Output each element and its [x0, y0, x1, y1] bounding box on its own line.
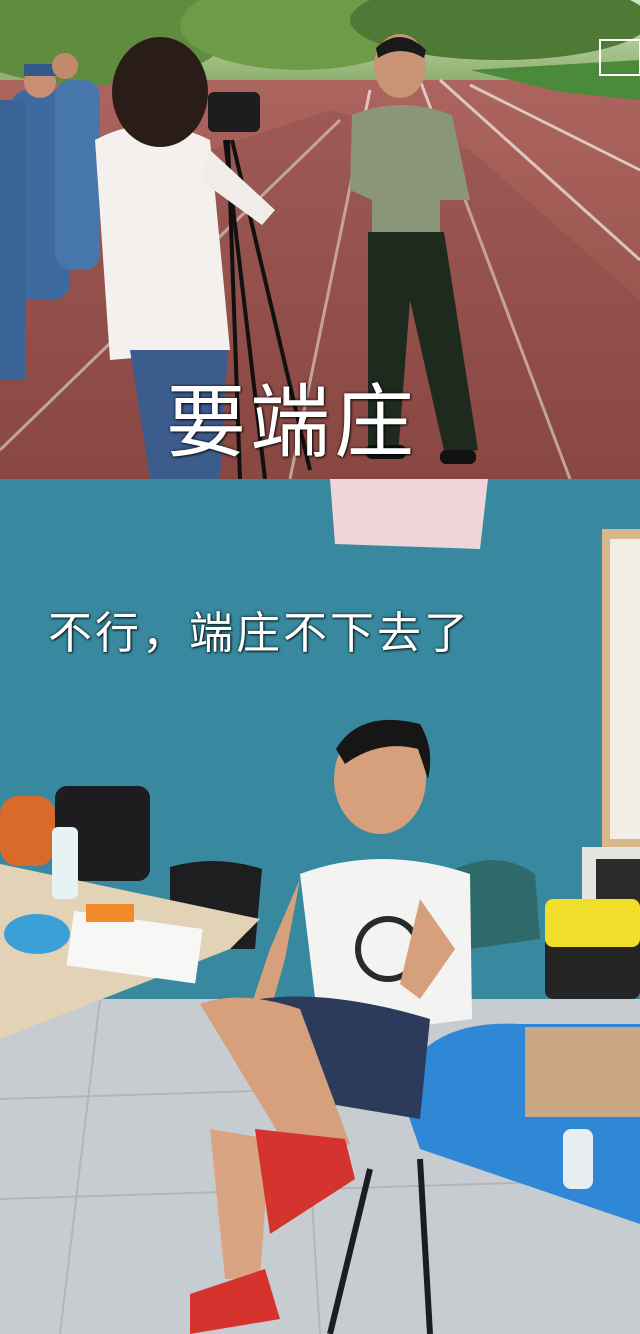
- seated-man-figure: [190, 719, 472, 1334]
- bottom-panel-photo: 不行，端庄不下去了: [0, 479, 640, 1334]
- track-scene-image: [0, 0, 640, 479]
- office-scene-image: [0, 479, 640, 1334]
- top-panel-photo: 要端庄: [0, 0, 640, 479]
- camerawoman-figure: [95, 37, 275, 479]
- officer-figure: [350, 34, 478, 464]
- bottom-caption: 不行，端庄不下去了: [48, 608, 471, 659]
- top-caption: 要端庄: [166, 376, 418, 469]
- soldiers-group: [0, 53, 100, 380]
